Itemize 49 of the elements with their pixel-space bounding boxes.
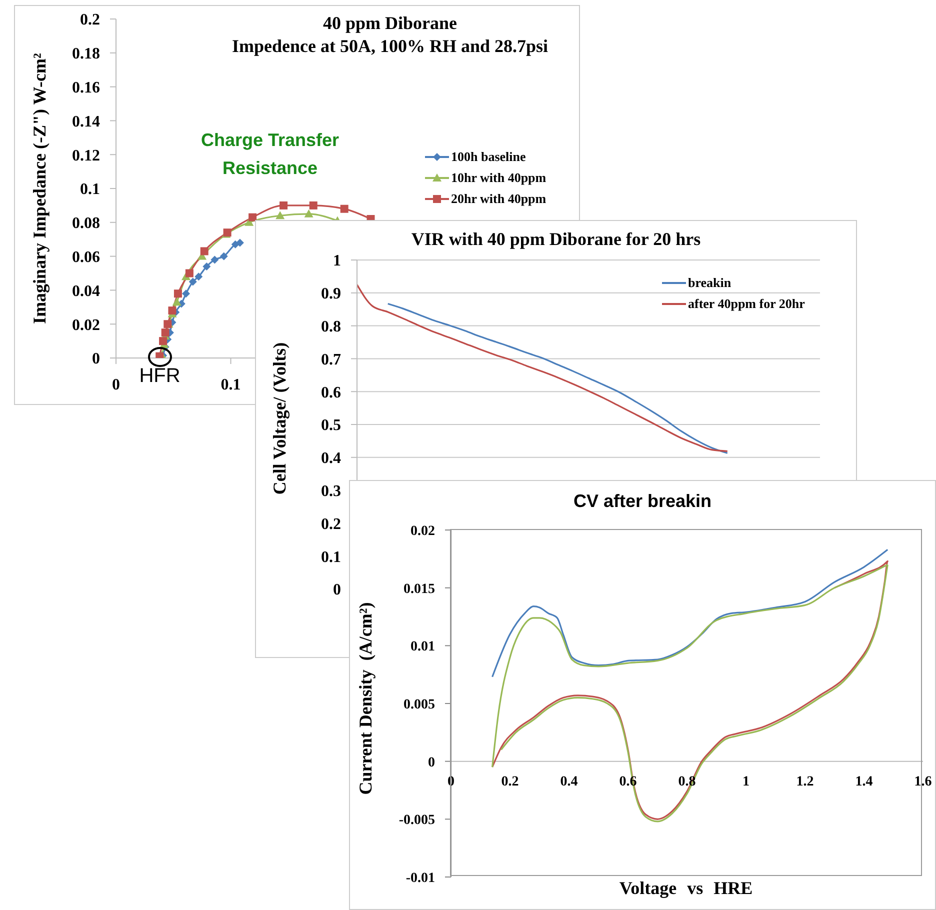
y-tick-label: 0 [92, 350, 100, 368]
y-tick-label: 0.02 [410, 524, 435, 539]
y-tick-label: 0.08 [72, 215, 100, 232]
annotation: HFR [138, 365, 182, 388]
x-tick-label: 1.2 [796, 774, 814, 790]
x-tick-label: 1 [742, 774, 750, 790]
y-tick-label: 0 [333, 582, 341, 599]
y-axis-title: Imaginary Impedance (-Z") W-cm² [30, 52, 50, 326]
y-tick-label: -0.01 [406, 870, 435, 886]
y-tick-label: 0.8 [321, 318, 341, 336]
y-tick-label: 0.02 [72, 316, 100, 334]
y-tick-label: 0.5 [321, 417, 341, 434]
annotation: Charge Transfer Resistance [200, 129, 340, 180]
y-tick-label: 0.14 [72, 113, 100, 130]
chart-title: 40 ppm Diborane [322, 12, 458, 35]
y-tick-label: 0 [428, 755, 435, 770]
legend-label: breakin [688, 274, 732, 290]
text: Impedence at 50A, 100% RH and 28.7psi [230, 35, 550, 58]
y-tick-label: 0.2 [80, 12, 100, 29]
legend-label: after 40ppm for 20hr [688, 296, 805, 312]
y-tick-label: 0.7 [321, 351, 341, 368]
x-tick-label: 0.2 [501, 774, 519, 790]
y-tick-label: 0.01 [410, 640, 435, 655]
y-tick-label: 0.1 [321, 548, 341, 566]
y-tick-label: 0.9 [321, 286, 341, 303]
legend-label: 10hr with 40ppm [451, 170, 546, 186]
y-tick-label: 0.4 [321, 450, 341, 468]
y-tick-label: 0.1 [80, 181, 100, 198]
y-tick-label: 1 [333, 252, 341, 270]
x-axis-title: Voltage vs HRE [618, 878, 754, 899]
y-tick-label: 0.3 [321, 482, 341, 500]
legend-label: 20hr with 40ppm [451, 190, 546, 206]
chart-title: CV after breakin [572, 490, 713, 513]
y-tick-label: -0.005 [398, 813, 435, 828]
y-axis-title: Cell Voltage/ (Volts) [270, 341, 290, 497]
x-tick-label: 0.4 [560, 774, 578, 790]
y-tick-label: 0.06 [72, 248, 100, 266]
y-tick-label: 0.18 [72, 46, 100, 63]
y-tick-label: 0.2 [321, 516, 341, 533]
x-tick-label: 1.6 [914, 774, 932, 790]
x-tick-label: 1.4 [855, 774, 873, 790]
y-tick-label: 0.015 [404, 582, 435, 597]
y-axis-title: Current Density (A/cm²) [356, 601, 376, 797]
y-tick-label: 0.16 [72, 79, 100, 96]
legend-label: 100h baseline [451, 148, 526, 164]
y-tick-label: 0.04 [72, 282, 100, 300]
chart-title: VIR with 40 ppm Diborane for 20 hrs [410, 228, 702, 251]
y-tick-label: 0.005 [404, 697, 435, 712]
y-tick-label: 0.12 [72, 147, 100, 164]
